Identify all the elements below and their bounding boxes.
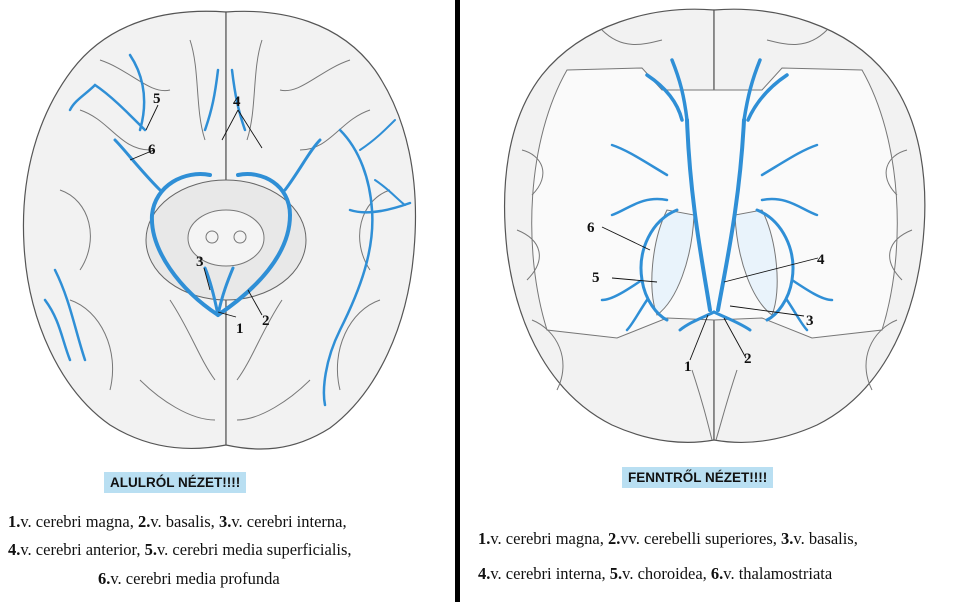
label-6: 6 [148,142,156,158]
inferior-view-brain-illustration: 1 2 3 4 5 6 [22,10,417,450]
label-6: 6 [587,220,595,236]
label-5: 5 [153,91,161,107]
legend-line-2: 4.v. cerebri anterior, 5.v. cerebri medi… [8,540,352,559]
label-2: 2 [262,313,270,329]
inferior-view-title: ALULRÓL NÉZET!!!! [104,472,247,493]
label-2: 2 [744,351,752,367]
superior-view-panel: 1 2 3 4 5 6 FENNTRŐL NÉZET!!!! 1.v. cere… [462,0,979,602]
label-3: 3 [196,254,204,270]
legend-line-3: 6.v. cerebri media profunda [98,569,280,588]
panel-divider [455,0,460,602]
inferior-view-panel: 1 2 3 4 5 6 ALULRÓL NÉZET!!!! 1.v. cereb… [0,0,456,602]
label-1: 1 [236,321,244,337]
superior-view-brain-illustration: 1 2 3 4 5 6 [503,8,926,443]
label-5: 5 [592,270,600,286]
superior-view-title: FENNTRŐL NÉZET!!!! [622,467,774,488]
label-3: 3 [806,313,814,329]
legend-line-1: 1.v. cerebri magna, 2.v. basalis, 3.v. c… [8,512,347,531]
label-1: 1 [684,359,692,375]
legend-line-2: 4.v. cerebri interna, 5.v. choroidea, 6.… [478,564,833,583]
label-4: 4 [817,252,825,268]
legend-line-1: 1.v. cerebri magna, 2.vv. cerebelli supe… [478,529,858,548]
label-4: 4 [233,94,241,110]
